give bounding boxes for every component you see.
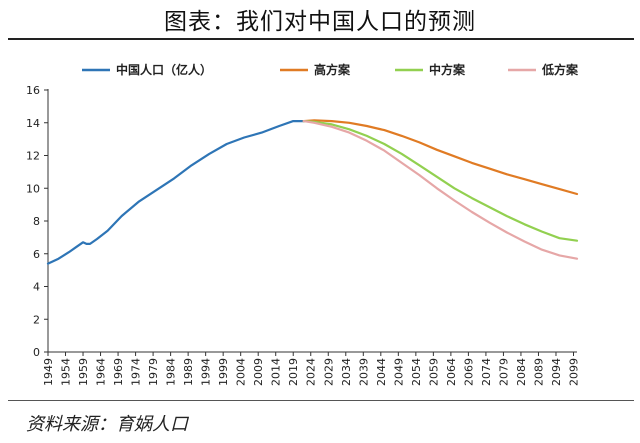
source-note: 资料来源：育娲人口 bbox=[26, 414, 188, 435]
y-tick-label: 0 bbox=[33, 346, 40, 359]
y-tick-label: 8 bbox=[33, 215, 40, 228]
x-tick-label: 2039 bbox=[357, 358, 370, 386]
x-tick-label: 2099 bbox=[567, 358, 580, 386]
x-tick-label: 2024 bbox=[305, 358, 318, 386]
y-tick-label: 10 bbox=[26, 182, 40, 195]
source-rule bbox=[8, 400, 634, 401]
x-tick-label: 2044 bbox=[375, 358, 388, 386]
x-tick-label: 2034 bbox=[340, 358, 353, 386]
x-tick-label: 2089 bbox=[532, 358, 545, 386]
x-tick-label: 2064 bbox=[445, 358, 458, 386]
x-tick-label: 1994 bbox=[200, 358, 213, 386]
x-tick-label: 2059 bbox=[427, 358, 440, 386]
x-tick-label: 2054 bbox=[410, 358, 423, 386]
series-lines bbox=[46, 119, 579, 265]
legend-label-2: 中方案 bbox=[429, 62, 466, 77]
x-tick-label: 2094 bbox=[550, 358, 563, 386]
axes: 0 2 4 6 8 10 12 14 16 1949 1954 1959 1964 1969 1974 197… bbox=[26, 84, 580, 386]
legend-label-1: 高方案 bbox=[314, 62, 351, 77]
y-tick-label: 12 bbox=[26, 150, 40, 163]
x-tick-label: 1974 bbox=[130, 358, 143, 386]
title-rule bbox=[8, 38, 634, 40]
legend-label-0: 中国人口（亿人） bbox=[116, 62, 212, 77]
y-tick-label: 6 bbox=[33, 248, 40, 261]
x-tick-label: 2069 bbox=[462, 358, 475, 386]
series-line-2 bbox=[302, 120, 579, 242]
x-tick-label: 1954 bbox=[60, 358, 73, 386]
y-tick-label: 16 bbox=[26, 84, 40, 97]
x-tick-label: 1989 bbox=[182, 358, 195, 386]
x-tick-label: 2029 bbox=[322, 358, 335, 386]
series-line-0 bbox=[46, 120, 305, 265]
series-line-3 bbox=[302, 120, 579, 260]
x-tick-label: 2084 bbox=[515, 358, 528, 386]
x-tick-label: 2019 bbox=[287, 358, 300, 386]
legend-label-3: 低方案 bbox=[541, 62, 579, 77]
x-tick-label: 1964 bbox=[95, 358, 108, 386]
legend: 中国人口（亿人） 高方案 中方案 低方案 bbox=[82, 62, 579, 77]
y-tick-label: 4 bbox=[33, 281, 40, 294]
x-tick-label: 2014 bbox=[270, 358, 283, 386]
x-tick-label: 2049 bbox=[392, 358, 405, 386]
x-tick-label: 1969 bbox=[112, 358, 125, 386]
x-tick-label: 2074 bbox=[480, 358, 493, 386]
x-tick-label: 1949 bbox=[42, 358, 55, 386]
y-tick-label: 14 bbox=[26, 117, 40, 130]
chart-title: 图表：我们对中国人口的预测 bbox=[164, 9, 476, 35]
y-tick-label: 2 bbox=[33, 313, 40, 326]
x-tick-label: 2079 bbox=[497, 358, 510, 386]
x-tick-label: 2009 bbox=[252, 358, 265, 386]
x-tick-label: 1984 bbox=[165, 358, 178, 386]
series-line-1 bbox=[302, 119, 579, 196]
x-tick-label: 1979 bbox=[147, 358, 160, 386]
population-line-chart: 中国人口（亿人） 高方案 中方案 低方案 0 2 4 6 8 10 12 14 16 1949 1954 1… bbox=[26, 62, 580, 386]
x-tick-label: 2004 bbox=[235, 358, 248, 386]
x-tick-label: 1959 bbox=[77, 358, 90, 386]
x-tick-label: 1999 bbox=[217, 358, 230, 386]
